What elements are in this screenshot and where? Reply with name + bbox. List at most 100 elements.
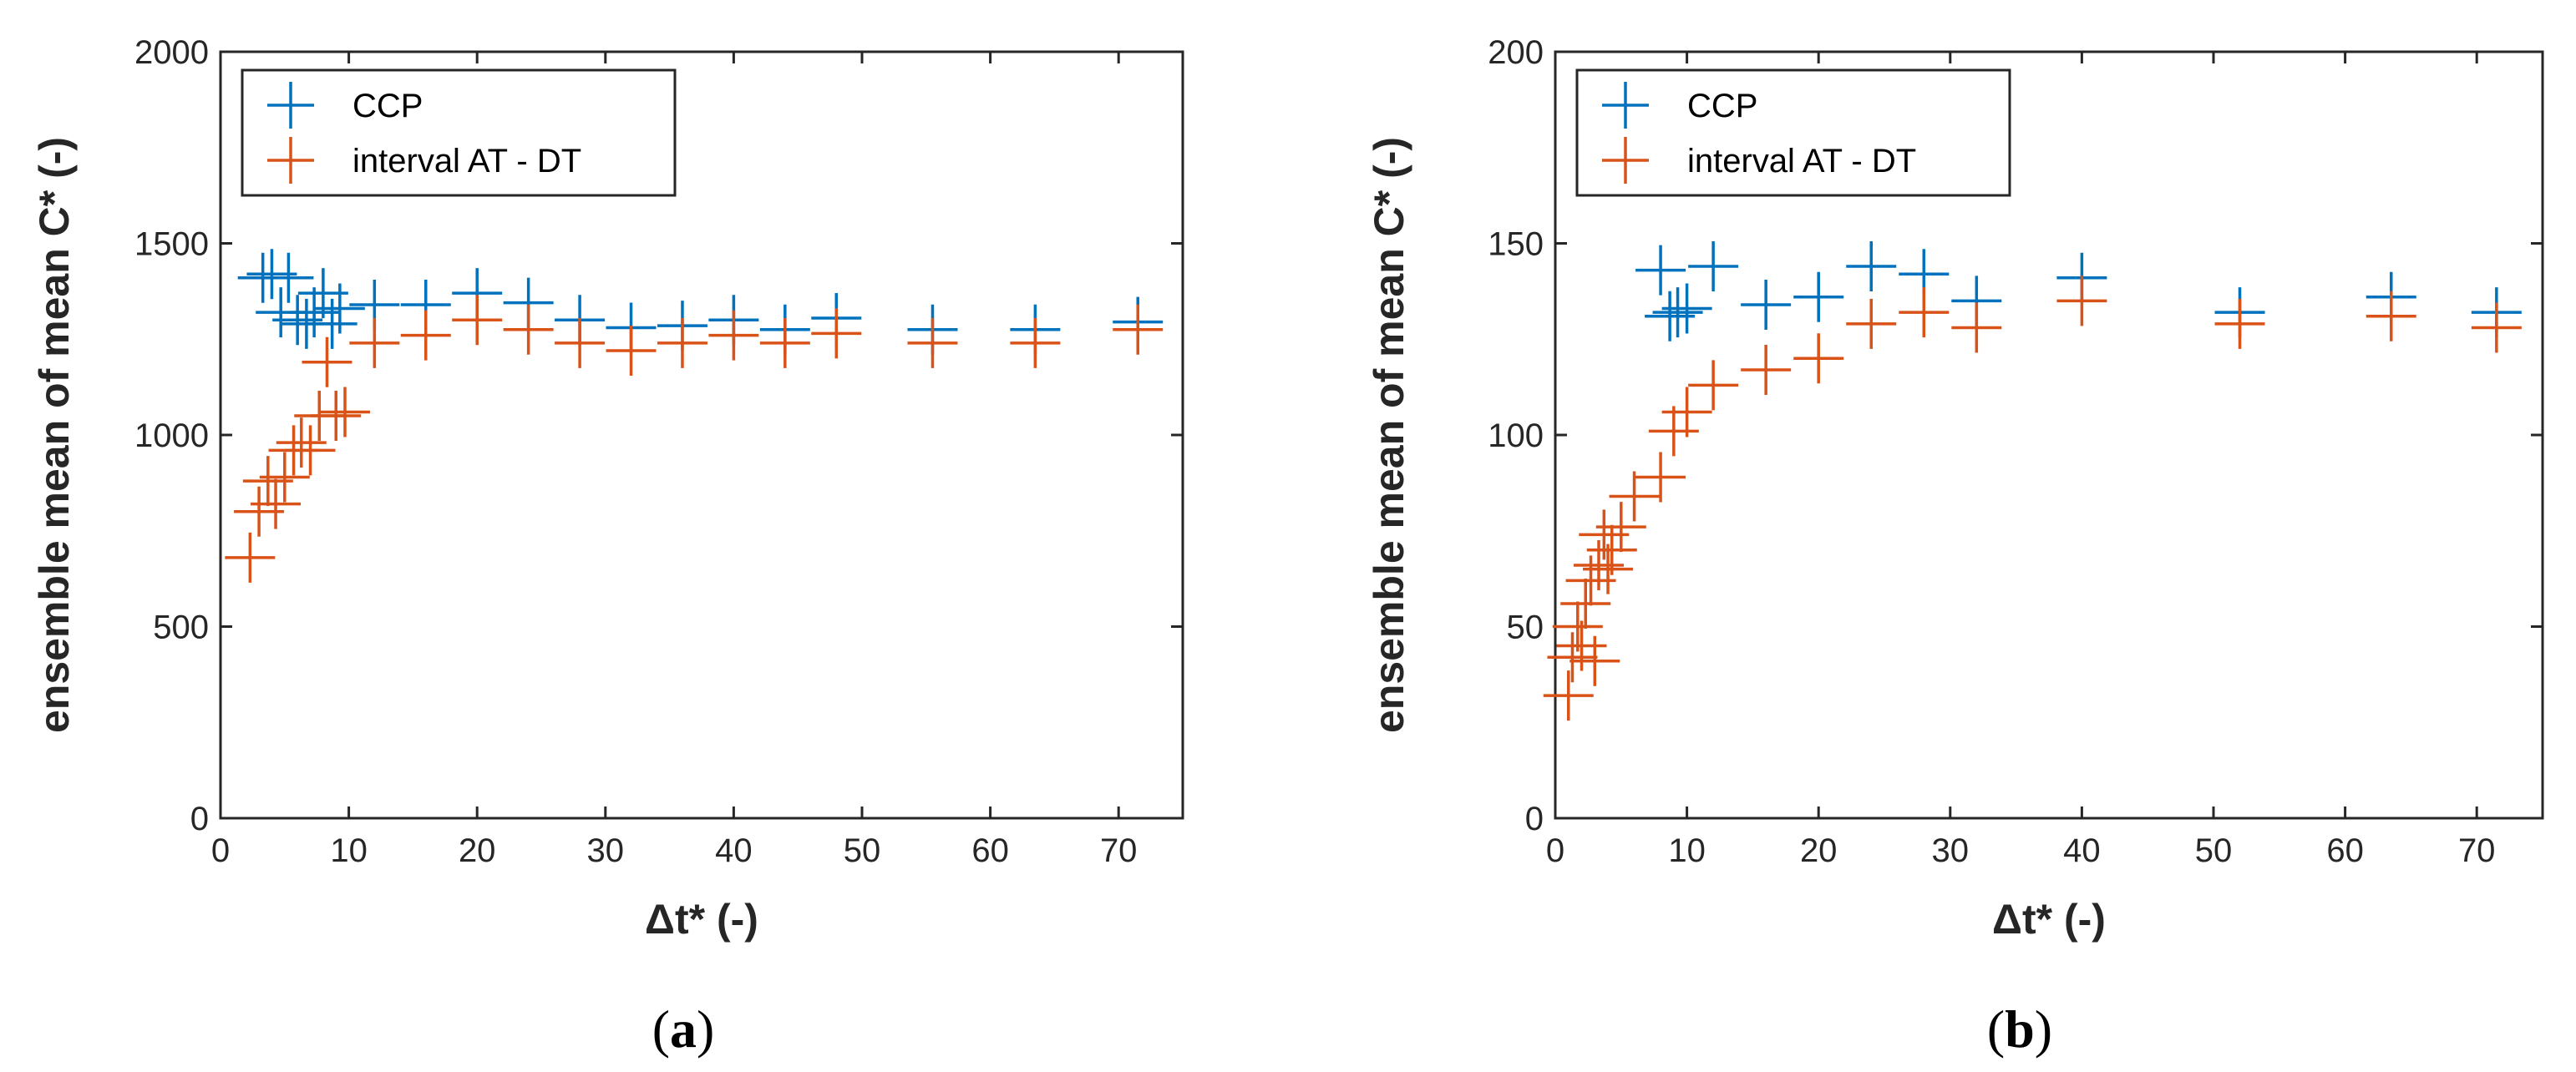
panel-caption-part: ( bbox=[1987, 999, 2005, 1059]
legend-label: interval AT - DT bbox=[1687, 143, 1916, 180]
data-point-marker bbox=[1609, 471, 1660, 522]
data-point-marker bbox=[1793, 271, 1844, 322]
y-tick-label: 150 bbox=[1488, 226, 1544, 263]
x-axis-label: Δt* (-) bbox=[645, 896, 758, 943]
legend-marker bbox=[1602, 137, 1649, 184]
y-tick-label: 100 bbox=[1488, 417, 1544, 454]
data-point-marker bbox=[1899, 287, 1950, 338]
data-point-marker bbox=[2214, 298, 2265, 349]
y-tick-label: 0 bbox=[1525, 801, 1544, 837]
y-tick-label: 500 bbox=[153, 609, 209, 646]
x-tick-label: 30 bbox=[587, 832, 625, 869]
data-point-marker bbox=[1583, 544, 1634, 594]
data-point-marker bbox=[1793, 333, 1844, 384]
y-tick-label: 2000 bbox=[134, 34, 209, 71]
legend-label: CCP bbox=[352, 88, 423, 124]
data-point-marker bbox=[759, 317, 810, 368]
panel-caption-part: ) bbox=[697, 999, 714, 1059]
data-point-marker bbox=[2366, 291, 2416, 341]
x-tick-label: 30 bbox=[1932, 832, 1970, 869]
data-point-marker bbox=[1951, 302, 2002, 353]
panel-caption-part: b bbox=[2005, 999, 2035, 1059]
data-point-marker bbox=[314, 283, 365, 334]
data-point-marker bbox=[657, 317, 707, 368]
data-point-marker bbox=[319, 387, 370, 437]
data-point-marker bbox=[251, 478, 302, 529]
x-tick-label: 60 bbox=[971, 832, 1009, 869]
data-point-marker bbox=[1010, 317, 1061, 368]
data-point-marker bbox=[276, 417, 327, 468]
legend-label: CCP bbox=[1687, 88, 1757, 124]
data-point-marker bbox=[811, 308, 862, 359]
panel-caption: (b) bbox=[1987, 999, 2052, 1059]
x-tick-label: 10 bbox=[330, 832, 368, 869]
data-point-marker bbox=[2471, 302, 2522, 353]
chart-panel-b: 0 10 20 30 40 50 60 70 0 50 100 150 200 Δt* (-) ensemb… bbox=[1366, 34, 2544, 1059]
x-tick-label: 20 bbox=[1800, 832, 1838, 869]
x-tick-label: 40 bbox=[715, 832, 753, 869]
y-tick-label: 0 bbox=[190, 801, 209, 837]
series-interval-at-dt bbox=[1543, 276, 2522, 721]
legend-box bbox=[1575, 68, 2011, 197]
x-axis-label: Δt* (-) bbox=[1992, 896, 2106, 943]
data-point-marker bbox=[1560, 578, 1611, 629]
legend-marker bbox=[1602, 82, 1649, 129]
legend-marker bbox=[267, 82, 314, 129]
x-tick-label: 0 bbox=[211, 832, 230, 869]
data-point-marker bbox=[1635, 452, 1686, 503]
data-point-marker bbox=[1846, 298, 1897, 349]
data-point-marker bbox=[1688, 241, 1739, 292]
data-point-marker bbox=[2056, 276, 2107, 326]
legend-label: interval AT - DT bbox=[352, 143, 581, 180]
data-point-marker bbox=[1661, 387, 1712, 437]
y-axis-label: ensemble mean of mean C* (-) bbox=[1366, 137, 1412, 733]
data-point-marker bbox=[1661, 283, 1712, 334]
data-point-marker bbox=[907, 317, 958, 368]
series-interval-at-dt bbox=[225, 295, 1164, 583]
data-point-marker bbox=[1547, 632, 1598, 683]
data-point-marker bbox=[1688, 360, 1739, 411]
data-point-marker bbox=[1595, 502, 1646, 553]
data-point-marker bbox=[1846, 241, 1897, 292]
x-tick-label: 70 bbox=[1100, 832, 1138, 869]
data-point-marker bbox=[606, 326, 657, 377]
data-point-marker bbox=[349, 317, 400, 368]
legend-box bbox=[241, 68, 677, 197]
chart-panel-a: 0 10 20 30 40 50 60 70 0 500 1000 1500 2000 Δt* (-) en… bbox=[31, 34, 1184, 1059]
data-point-marker bbox=[1741, 344, 1792, 395]
data-point-marker bbox=[302, 336, 352, 387]
panel-caption-part: ) bbox=[2035, 999, 2052, 1059]
data-point-marker bbox=[1543, 670, 1594, 721]
data-point-marker bbox=[263, 252, 314, 303]
data-point-marker bbox=[1569, 635, 1620, 686]
data-point-marker bbox=[1648, 406, 1699, 457]
y-axis-label: ensemble mean of mean C* (-) bbox=[31, 137, 78, 733]
legend-marker bbox=[267, 137, 314, 184]
x-tick-label: 60 bbox=[2326, 832, 2364, 869]
data-point-marker bbox=[1652, 287, 1703, 338]
y-tick-label: 1500 bbox=[134, 226, 209, 263]
y-tick-label: 200 bbox=[1488, 34, 1544, 71]
data-point-marker bbox=[503, 304, 554, 355]
y-tick-label: 50 bbox=[1507, 609, 1544, 646]
data-point-marker bbox=[1741, 279, 1792, 330]
x-tick-label: 10 bbox=[1668, 832, 1706, 869]
x-tick-label: 40 bbox=[2063, 832, 2101, 869]
x-tick-label: 20 bbox=[459, 832, 496, 869]
data-point-marker bbox=[259, 452, 310, 503]
data-point-marker bbox=[1113, 304, 1164, 355]
panel-caption-part: a bbox=[670, 999, 697, 1059]
x-tick-label: 0 bbox=[1546, 832, 1564, 869]
data-point-marker bbox=[1586, 524, 1637, 575]
data-point-marker bbox=[555, 317, 606, 368]
panel-caption: (a) bbox=[652, 999, 715, 1059]
data-point-marker bbox=[452, 295, 503, 346]
data-point-marker bbox=[1635, 245, 1686, 296]
data-point-marker bbox=[311, 391, 362, 442]
x-tick-label: 70 bbox=[2458, 832, 2496, 869]
data-point-marker bbox=[400, 310, 451, 361]
x-tick-label: 50 bbox=[2195, 832, 2233, 869]
panel-caption-part: ( bbox=[652, 999, 670, 1059]
